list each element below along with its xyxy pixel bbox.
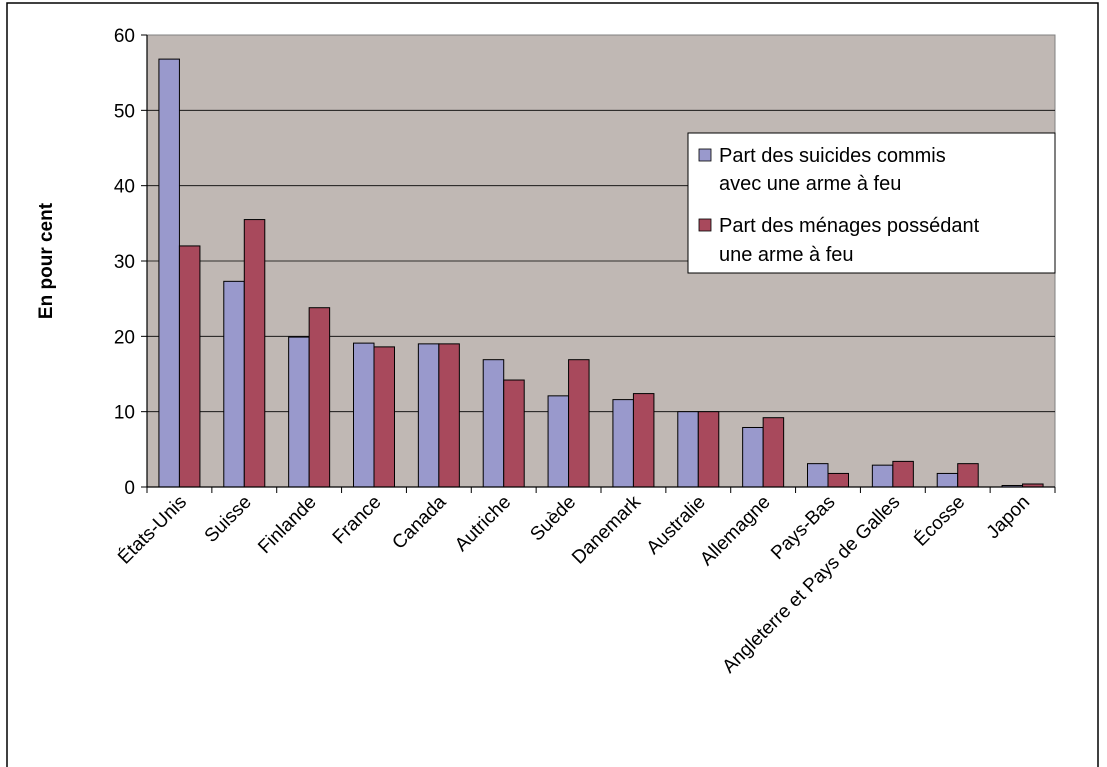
bar-series1 xyxy=(223,280,245,488)
bar-series2 xyxy=(438,343,460,488)
y-tick-label: 10 xyxy=(114,403,135,424)
bar-series2 xyxy=(308,307,331,488)
bar-series2 xyxy=(697,411,720,488)
bar-series2 xyxy=(503,379,525,488)
bar-series2 xyxy=(632,393,655,488)
legend-swatch-suicides xyxy=(698,148,712,162)
bar-series2 xyxy=(243,219,266,488)
bar-series1 xyxy=(288,336,310,488)
bar-series1 xyxy=(353,342,375,488)
legend-label-suicides-line2: avec une arme à feu xyxy=(719,173,901,195)
bar-series1 xyxy=(158,58,180,488)
y-tick-label: 20 xyxy=(114,327,135,348)
bar-series1 xyxy=(547,395,570,488)
legend-box xyxy=(687,132,1056,274)
bar-series1 xyxy=(417,343,440,488)
legend-label-menages-line2: une arme à feu xyxy=(719,244,854,266)
bar-series1 xyxy=(612,399,634,488)
bar-series1 xyxy=(482,359,505,488)
y-tick-label: 30 xyxy=(114,252,135,273)
y-tick-label: 60 xyxy=(114,26,135,47)
bar-series1 xyxy=(677,411,699,488)
legend-swatch-menages xyxy=(698,218,712,232)
legend-label-suicides-line1: Part des suicides commis xyxy=(719,145,946,167)
y-tick-label: 50 xyxy=(114,101,135,122)
bar-series1 xyxy=(871,464,894,488)
bar-series2 xyxy=(178,245,201,488)
y-axis-ticks: 0 10 20 30 40 50 60 xyxy=(114,26,147,499)
y-axis-title: En pour cent xyxy=(36,202,57,319)
bar-series1 xyxy=(742,426,764,488)
legend: Part des suicides commis avec une arme à… xyxy=(687,132,1056,274)
bar-series1 xyxy=(807,463,829,488)
bar-series2 xyxy=(827,472,849,488)
bar-series2 xyxy=(892,460,914,488)
y-tick-label: 0 xyxy=(124,478,135,499)
bar-series1 xyxy=(936,472,959,488)
bar-series2 xyxy=(373,346,395,488)
y-tick-label: 40 xyxy=(114,177,135,198)
legend-label-menages-line1: Part des ménages possédant xyxy=(719,215,980,237)
bars xyxy=(158,58,1044,488)
bar-series2 xyxy=(762,417,785,488)
bar-series2 xyxy=(568,359,590,488)
bar-series2 xyxy=(957,463,979,488)
